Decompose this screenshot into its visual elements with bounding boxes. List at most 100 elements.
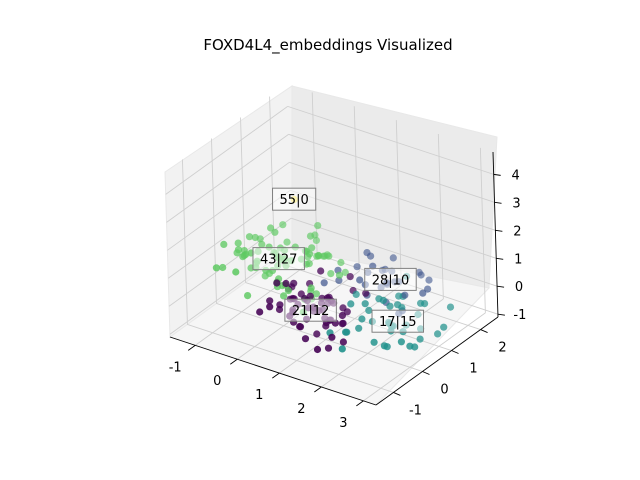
data-point (343, 308, 351, 316)
data-point (337, 258, 345, 267)
data-point (395, 292, 403, 300)
data-point (421, 300, 429, 308)
data-point (212, 264, 220, 272)
data-point (239, 253, 247, 261)
z-gridline-back (289, 161, 496, 231)
z-axis-line (492, 151, 499, 318)
data-point (361, 300, 369, 308)
annotation-box (364, 267, 417, 291)
data-point (256, 308, 264, 316)
data-point (306, 232, 315, 240)
data-point (267, 224, 275, 232)
data-point (325, 252, 333, 260)
data-point (220, 240, 228, 248)
z-gridline-left (165, 106, 288, 195)
x-gridline-wall (353, 106, 360, 272)
z-gridline-back (287, 105, 494, 175)
data-point (365, 306, 373, 314)
data-point (347, 300, 355, 308)
data-point (417, 271, 425, 279)
y-tick-label: 0 (440, 382, 448, 397)
data-point (283, 238, 291, 246)
x-tick-label: -1 (169, 360, 182, 375)
annotation-box (284, 298, 337, 322)
data-point (266, 297, 274, 305)
data-point (307, 284, 315, 292)
data-point (258, 240, 266, 248)
data-point (296, 323, 305, 331)
z-gridline-back (288, 133, 495, 203)
data-point (352, 290, 360, 298)
data-point (234, 246, 243, 254)
data-point (335, 276, 343, 284)
data-point (406, 342, 414, 350)
x-tick-label: 0 (213, 374, 221, 389)
x-tick-mark (187, 344, 196, 351)
data-point (355, 324, 363, 332)
data-point (317, 267, 325, 275)
x-tick-mark (230, 358, 238, 365)
data-point (219, 263, 227, 272)
data-point (424, 285, 432, 293)
cluster-annotation: 28|10 (364, 267, 417, 291)
z-tick-label: 2 (513, 224, 521, 239)
y-tick-label: -1 (409, 403, 422, 418)
data-point (386, 302, 394, 310)
data-point (425, 276, 433, 284)
y-tick-mark (393, 392, 401, 396)
data-point (324, 344, 333, 352)
z-gridline-back (290, 217, 498, 287)
y-axis-line (375, 316, 499, 406)
y-gridline-floor (187, 324, 394, 393)
x-tick-label: 3 (339, 416, 347, 431)
x-gridline-wall (437, 133, 444, 299)
y-gridline-floor (216, 303, 423, 372)
data-point (380, 342, 388, 350)
data-point (339, 338, 347, 346)
data-point (279, 221, 287, 229)
data-point (290, 279, 298, 287)
z-tick-label: 4 (512, 168, 520, 183)
x-tick-mark (356, 400, 364, 407)
data-point (306, 292, 314, 300)
data-point (338, 311, 346, 320)
x-tick-mark (314, 386, 322, 393)
data-point (244, 292, 252, 300)
data-point (308, 244, 316, 252)
annotations: 21|12 17|15 28|10 43|27 55|0 (252, 187, 424, 333)
data-point (370, 338, 378, 346)
annotation-label: 55|0 (280, 193, 309, 208)
annotation-label: 17|15 (379, 315, 416, 330)
data-point (397, 338, 405, 346)
z-tick-label: 0 (515, 280, 523, 295)
data-point (362, 289, 370, 297)
data-point (315, 252, 323, 260)
annotation-box (371, 309, 424, 333)
data-point (322, 322, 330, 330)
z-tick-mark (494, 201, 502, 204)
z-tick-label: -1 (513, 308, 526, 323)
data-point (276, 301, 284, 309)
data-point (273, 279, 281, 287)
z-gridline-left (168, 217, 292, 307)
x-gridline-floor (194, 256, 318, 346)
z-tick-mark (496, 257, 504, 260)
x-gridline-floor (363, 312, 486, 402)
data-point (346, 273, 354, 281)
z-tick-mark (497, 285, 505, 288)
x-gridline-wall (311, 92, 318, 258)
annotation-box (252, 247, 305, 271)
annotation-label: 43|27 (260, 253, 297, 268)
data-point (356, 276, 364, 284)
x-gridline-wall (479, 147, 486, 313)
x-gridline-wall (395, 120, 402, 286)
data-point (398, 304, 406, 312)
y-tick-label: 2 (498, 341, 506, 356)
data-point (446, 303, 455, 311)
data-point (353, 263, 361, 271)
data-point (327, 270, 335, 278)
y-gridline-wall (211, 138, 217, 304)
data-point (401, 291, 409, 299)
data-point (339, 319, 347, 327)
